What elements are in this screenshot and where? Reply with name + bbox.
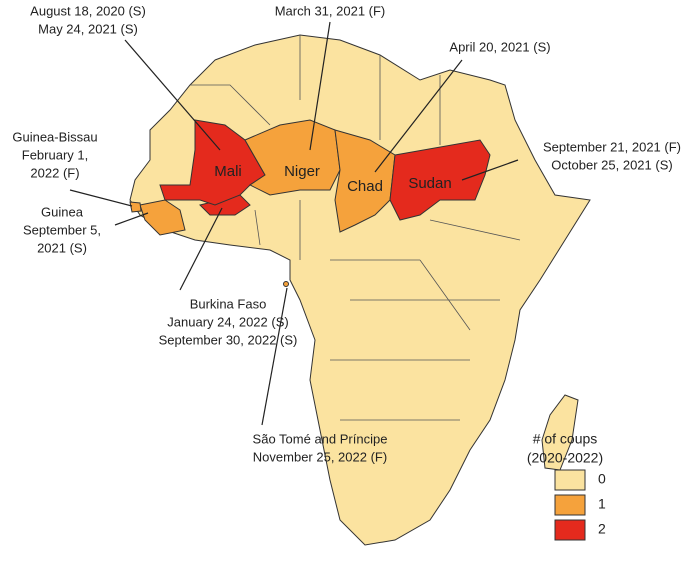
annotation-line: 2022 (F): [30, 165, 79, 180]
leader-lines: [69, 21, 519, 426]
continent: [129, 34, 591, 546]
legend-label: 2: [598, 521, 606, 537]
legend-title: # of coups: [533, 431, 598, 447]
annotation-line: November 25, 2022 (F): [253, 449, 387, 464]
annotation-line: October 25, 2021 (S): [551, 157, 672, 172]
annotation-line: São Tomé and Príncipe: [253, 431, 388, 446]
sudan: [389, 139, 491, 221]
annotations: August 18, 2020 (S) May 24, 2021 (S) March…: [12, 3, 681, 464]
country-labels: Mali Niger Chad Sudan: [214, 163, 451, 195]
country-label: Sudan: [408, 175, 451, 192]
sao-tome: [283, 281, 289, 287]
annotation-line: September 5,: [23, 222, 101, 237]
guinea-bissau: [129, 201, 142, 213]
madagascar: [541, 394, 579, 471]
chad: [334, 129, 396, 233]
legend-swatch: [554, 469, 586, 491]
legend-swatch: [554, 494, 586, 516]
country-label: Mali: [214, 163, 242, 180]
legend-title: (2020-2022): [527, 450, 603, 466]
legend-label: 0: [598, 471, 606, 487]
annotation-line: 2021 (S): [37, 240, 87, 255]
annotation-line: Burkina Faso: [190, 296, 267, 311]
annotation-line: September 21, 2021 (F): [543, 139, 681, 154]
legend-label: 1: [598, 496, 606, 512]
annotation-line: Guinea-Bissau: [12, 129, 97, 144]
annotation-line: February 1,: [22, 147, 88, 162]
annotation-line: Guinea: [41, 204, 84, 219]
annotation-line: April 20, 2021 (S): [449, 39, 550, 54]
annotation-line: August 18, 2020 (S): [30, 3, 146, 18]
annotation-line: January 24, 2022 (S): [167, 314, 288, 329]
niger: [244, 119, 341, 196]
country-label: Niger: [284, 163, 320, 180]
annotation-line: March 31, 2021 (F): [275, 3, 386, 18]
legend: # of coups (2020-2022) 0 1 2: [527, 431, 606, 541]
annotation-line: May 24, 2021 (S): [38, 21, 138, 36]
legend-swatch: [554, 519, 586, 541]
country-label: Chad: [347, 178, 383, 195]
borders: [190, 35, 521, 421]
annotation-line: September 30, 2022 (S): [159, 332, 298, 347]
